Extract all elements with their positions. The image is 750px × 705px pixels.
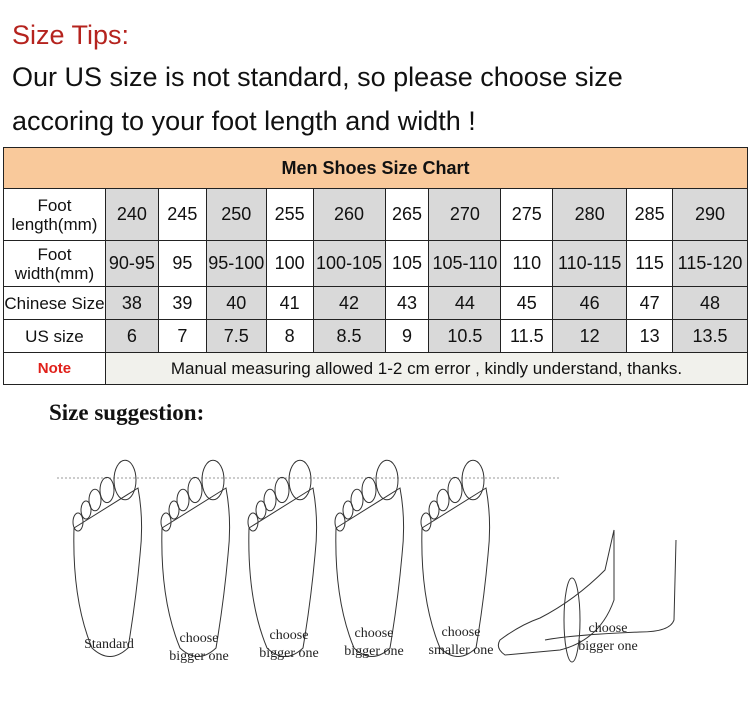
table-cell: 13.5 — [672, 319, 748, 353]
tips-line-2: accoring to your foot length and width ! — [12, 106, 476, 136]
table-cell: 285 — [626, 188, 674, 241]
row-label: Foot length(mm) — [3, 188, 106, 241]
table-cell: 95-100 — [205, 240, 267, 287]
table-cell: 46 — [552, 286, 628, 320]
table-cell: 275 — [500, 188, 554, 241]
table-cell: 240 — [104, 188, 159, 241]
table-cell: 42 — [312, 286, 386, 320]
table-cell: 105 — [384, 240, 430, 287]
table-cell: 115 — [626, 240, 674, 287]
caption-standard: Standard — [84, 637, 134, 652]
size-chart-table: Men Shoes Size Chart Foot length(mm) 240 2… — [3, 147, 749, 385]
table-cell: 8.5 — [312, 319, 386, 353]
caption-3: choose bigger one — [344, 626, 404, 659]
table-cell: 95 — [157, 240, 207, 287]
table-cell: 9 — [384, 319, 430, 353]
table-cell: 280 — [552, 188, 628, 241]
foot-outline-icon — [160, 459, 231, 657]
row-label: Foot width(mm) — [3, 240, 106, 287]
side-foot-icon — [497, 529, 677, 663]
table-cell: 250 — [205, 188, 267, 241]
table-cell: 245 — [157, 188, 207, 241]
caption-5: choose bigger one — [578, 621, 638, 654]
table-cell: 38 — [104, 286, 159, 320]
size-suggestion-title: Size suggestion: — [49, 400, 205, 425]
size-tips-title: Size Tips: — [12, 20, 130, 50]
foot-outline-icon — [247, 459, 318, 657]
table-cell: 100-105 — [312, 240, 386, 287]
note-text: Manual measuring allowed 1-2 cm error , … — [104, 352, 749, 385]
caption-4: choose smaller one — [428, 625, 494, 658]
table-cell: 43 — [384, 286, 430, 320]
table-cell: 10.5 — [428, 319, 502, 353]
row-label: Chinese Size — [3, 286, 106, 320]
table-cell: 110 — [500, 240, 554, 287]
foot-outline-icon — [334, 459, 405, 657]
tips-line-1: Our US size is not standard, so please c… — [12, 62, 623, 92]
table-cell: 110-115 — [552, 240, 628, 287]
table-cell: 7 — [157, 319, 207, 353]
table-cell: 105-110 — [428, 240, 502, 287]
foot-outline-icon — [420, 459, 491, 657]
table-cell: 6 — [104, 319, 159, 353]
table-cell: 265 — [384, 188, 430, 241]
table-cell: 39 — [157, 286, 207, 320]
table-cell: 11.5 — [500, 319, 554, 353]
table-row: Foot width(mm) 90-95 95 95-100 100 100-105 105… — [3, 240, 748, 287]
foot-outline-icon — [72, 459, 143, 657]
caption-1: choose bigger one — [169, 631, 229, 664]
table-row: Chinese Size 38 39 40 41 42 43 44 45 46 47 48 — [3, 286, 748, 320]
row-label: US size — [3, 319, 106, 353]
table-cell: 45 — [500, 286, 554, 320]
table-cell: 115-120 — [672, 240, 748, 287]
table-cell: 90-95 — [104, 240, 159, 287]
caption-2: choose bigger one — [259, 628, 319, 661]
table-row: US size 6 7 7.5 8 8.5 9 10.5 11.5 12 13 13.5 — [3, 319, 748, 353]
table-cell: 48 — [672, 286, 748, 320]
chart-title: Men Shoes Size Chart — [3, 147, 748, 189]
table-cell: 290 — [672, 188, 748, 241]
table-cell: 41 — [265, 286, 314, 320]
table-cell: 260 — [312, 188, 386, 241]
note-label: Note — [3, 352, 106, 385]
table-cell: 12 — [552, 319, 628, 353]
